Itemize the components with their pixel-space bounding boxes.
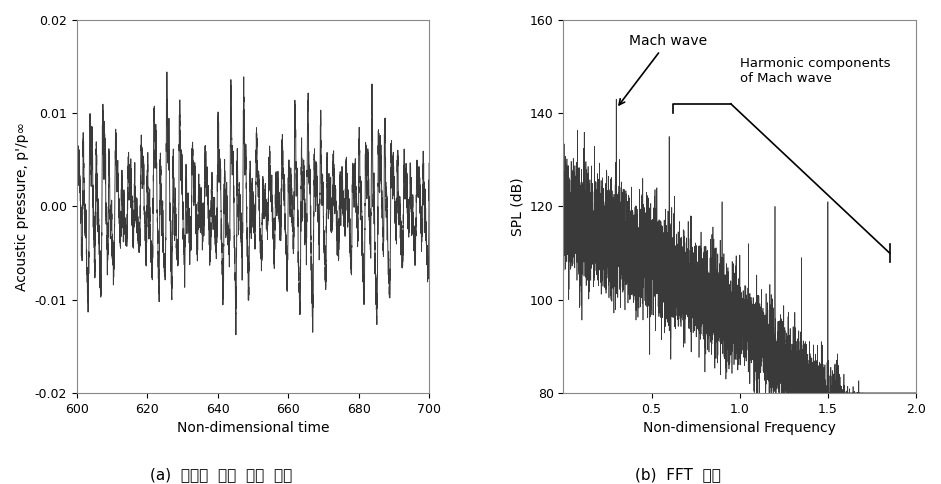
X-axis label: Non-dimensional Frequency: Non-dimensional Frequency: [644, 421, 837, 435]
Text: Harmonic components
of Mach wave: Harmonic components of Mach wave: [740, 57, 890, 85]
X-axis label: Non-dimensional time: Non-dimensional time: [177, 421, 329, 435]
Y-axis label: SPL (dB): SPL (dB): [510, 177, 524, 236]
Text: (a)  시간에  따른  음압  신호: (a) 시간에 따른 음압 신호: [150, 467, 293, 482]
Text: Mach wave: Mach wave: [619, 34, 707, 105]
Y-axis label: Acoustic pressure, p'/p∞: Acoustic pressure, p'/p∞: [15, 122, 29, 291]
Text: (b)  FFT  결과: (b) FFT 결과: [634, 467, 721, 482]
